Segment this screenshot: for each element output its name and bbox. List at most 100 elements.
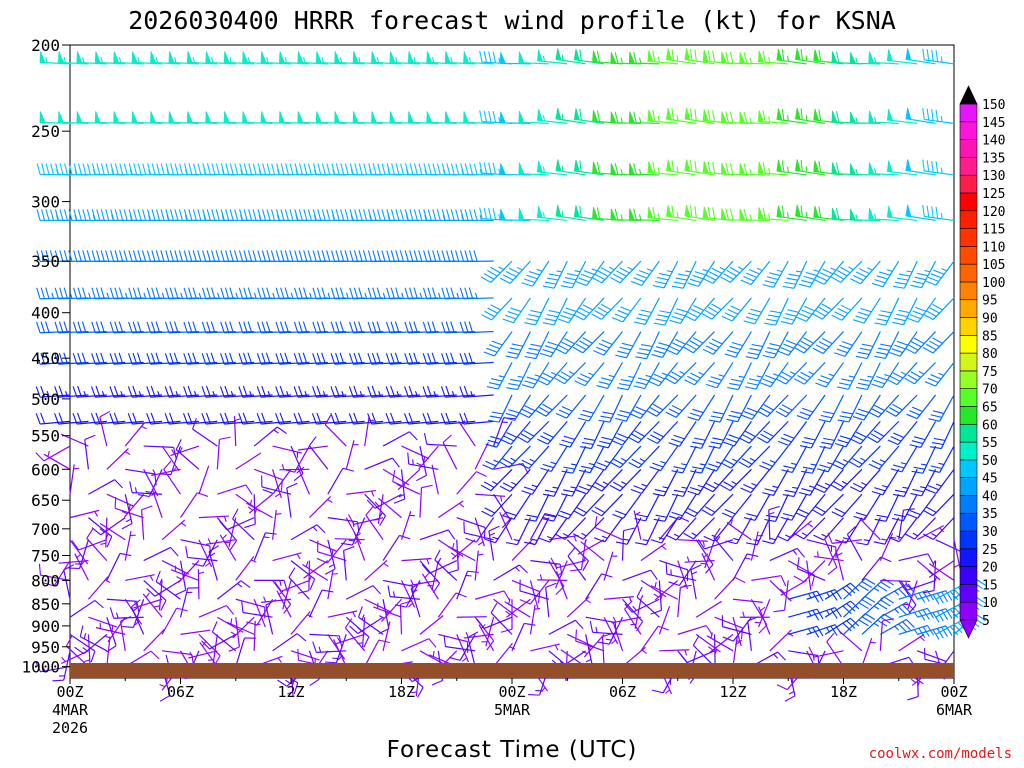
barb-staff	[335, 633, 365, 645]
barb-full-feather	[109, 386, 115, 398]
barb-staff	[499, 512, 513, 540]
barb-staff	[125, 468, 155, 475]
barb-full-feather	[635, 406, 647, 412]
barb-half-feather	[884, 373, 890, 377]
barb-full-feather	[58, 385, 64, 398]
barb-pennant	[463, 51, 470, 64]
barb-full-feather	[358, 250, 363, 262]
barb-full-feather	[488, 525, 500, 532]
barb-full-feather	[745, 430, 756, 438]
barb-full-feather	[284, 352, 289, 364]
barb-staff	[588, 394, 605, 422]
barb-staff	[419, 445, 427, 476]
barb-full-feather	[342, 467, 354, 472]
barb-staff	[747, 620, 753, 651]
barb-full-feather	[580, 373, 591, 380]
barb-full-feather	[655, 346, 668, 351]
barb-half-feather	[479, 214, 483, 221]
wind-barb	[757, 50, 789, 65]
barb-pennant	[831, 207, 838, 220]
barb-full-feather	[949, 609, 959, 619]
barb-staff	[780, 579, 807, 596]
barb-full-feather	[558, 344, 569, 351]
barb-full-feather	[160, 600, 167, 611]
wind-barb	[732, 598, 763, 603]
wind-barb	[640, 579, 667, 600]
barb-full-feather	[72, 321, 78, 333]
wind-barb	[382, 431, 418, 447]
wind-barb	[485, 421, 513, 448]
barb-staff	[737, 394, 752, 422]
barb-half-feather	[398, 494, 405, 498]
barb-pennant	[205, 111, 212, 123]
barb-full-feather	[634, 321, 646, 325]
barb-full-feather	[455, 163, 460, 175]
barb-full-feather	[818, 109, 822, 121]
barb-full-feather	[929, 307, 940, 314]
barb-staff	[333, 639, 347, 667]
barb-half-feather	[588, 372, 594, 376]
barb-full-feather	[109, 607, 115, 619]
wind-barb	[574, 362, 605, 387]
barb-staff	[684, 559, 715, 563]
barb-full-feather	[403, 413, 409, 425]
wind-barb	[416, 445, 439, 470]
barb-full-feather	[729, 345, 741, 351]
barb-full-feather	[617, 350, 629, 355]
wind-barb	[349, 321, 384, 334]
barb-staff	[334, 420, 365, 425]
barb-full-feather	[502, 274, 514, 281]
barb-full-feather	[704, 506, 716, 513]
wind-barb	[371, 51, 402, 65]
barb-staff	[722, 626, 752, 635]
barb-full-feather	[785, 313, 797, 317]
barb-full-feather	[404, 321, 409, 333]
barb-full-feather	[256, 386, 262, 398]
wind-barb	[893, 260, 918, 289]
wind-barb	[702, 109, 734, 124]
barb-full-feather	[169, 352, 174, 365]
barb-full-feather	[77, 352, 82, 365]
wind-barb	[518, 445, 550, 470]
barb-full-feather	[147, 209, 152, 221]
barb-staff	[732, 553, 748, 581]
wind-barb	[385, 321, 420, 334]
barb-half-feather	[498, 214, 501, 220]
wind-barb	[74, 633, 108, 655]
barb-staff	[442, 442, 458, 470]
barb-full-feather	[927, 553, 934, 565]
barb-half-feather	[953, 564, 960, 568]
barb-staff	[675, 394, 697, 418]
wind-barb	[242, 51, 273, 65]
barb-full-feather	[220, 163, 225, 175]
barb-staff	[161, 445, 180, 472]
barb-half-feather	[780, 588, 785, 594]
barb-full-feather	[521, 384, 534, 389]
barb-full-feather	[594, 506, 606, 514]
barb-full-feather	[827, 566, 838, 575]
barb-half-feather	[824, 482, 831, 487]
barb-full-feather	[100, 209, 105, 221]
barb-staff	[806, 539, 836, 548]
barb-half-feather	[358, 57, 361, 63]
barb-full-feather	[711, 338, 723, 345]
barb-half-feather	[679, 370, 685, 375]
wind-barb	[560, 260, 587, 289]
wind-barb	[460, 209, 494, 222]
barb-full-feather	[882, 618, 894, 622]
barb-full-feather	[902, 621, 911, 631]
barb-staff	[224, 361, 255, 365]
barb-half-feather	[149, 575, 154, 581]
barb-staff	[528, 394, 550, 418]
barb-half-feather	[641, 649, 648, 654]
barb-full-feather	[812, 610, 820, 621]
barb-full-feather	[321, 287, 326, 299]
barb-staff	[378, 497, 402, 519]
colorbar-label: 20	[982, 561, 998, 576]
barb-full-feather	[45, 163, 50, 175]
barb-full-feather	[372, 321, 377, 333]
barb-staff	[242, 330, 273, 334]
barb-full-feather	[876, 351, 888, 355]
wind-barb	[905, 107, 936, 124]
barb-full-feather	[893, 493, 905, 497]
